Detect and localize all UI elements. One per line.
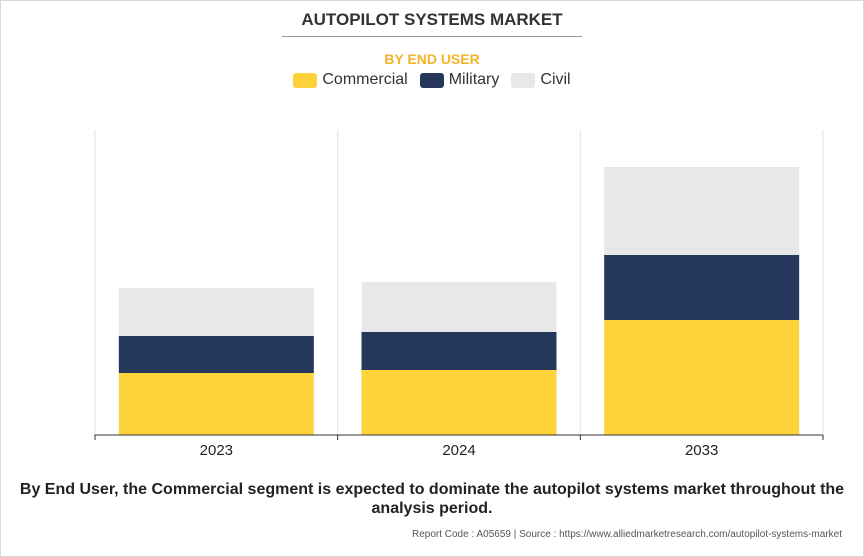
legend-swatch-civil bbox=[511, 72, 536, 88]
x-tick-label-2023: 2023 bbox=[200, 442, 233, 459]
source-note: Report Code : A05659 | Source : https://… bbox=[411, 529, 842, 540]
legend-swatch-commercial bbox=[293, 72, 318, 88]
bar-military-2023 bbox=[118, 336, 314, 373]
legend-item-commercial: Commercial bbox=[293, 71, 408, 89]
legend-label-military: Military bbox=[448, 71, 500, 88]
legend: Commercial Military Civil bbox=[0, 71, 864, 89]
x-tick-label-2024: 2024 bbox=[442, 442, 475, 459]
bar-commercial-2024 bbox=[361, 370, 557, 435]
title-divider bbox=[282, 36, 582, 37]
legend-swatch-military bbox=[419, 72, 444, 88]
legend-item-civil: Civil bbox=[511, 71, 571, 89]
bar-civil-2033 bbox=[604, 167, 800, 255]
legend-label-commercial: Commercial bbox=[322, 71, 408, 88]
bar-commercial-2033 bbox=[604, 320, 800, 435]
bar-civil-2024 bbox=[361, 282, 557, 332]
x-tick-label-2033: 2033 bbox=[685, 442, 718, 459]
bar-military-2033 bbox=[604, 255, 800, 320]
bar-civil-2023 bbox=[118, 288, 314, 336]
bar-military-2024 bbox=[361, 332, 557, 370]
chart-title: AUTOPILOT SYSTEMS MARKET bbox=[301, 10, 563, 29]
legend-item-military: Military bbox=[419, 71, 500, 89]
legend-label-civil: Civil bbox=[540, 71, 571, 88]
summary-text: By End User, the Commercial segment is e… bbox=[19, 481, 845, 517]
chart-subtitle: BY END USER bbox=[384, 51, 480, 67]
bar-commercial-2023 bbox=[118, 373, 314, 435]
